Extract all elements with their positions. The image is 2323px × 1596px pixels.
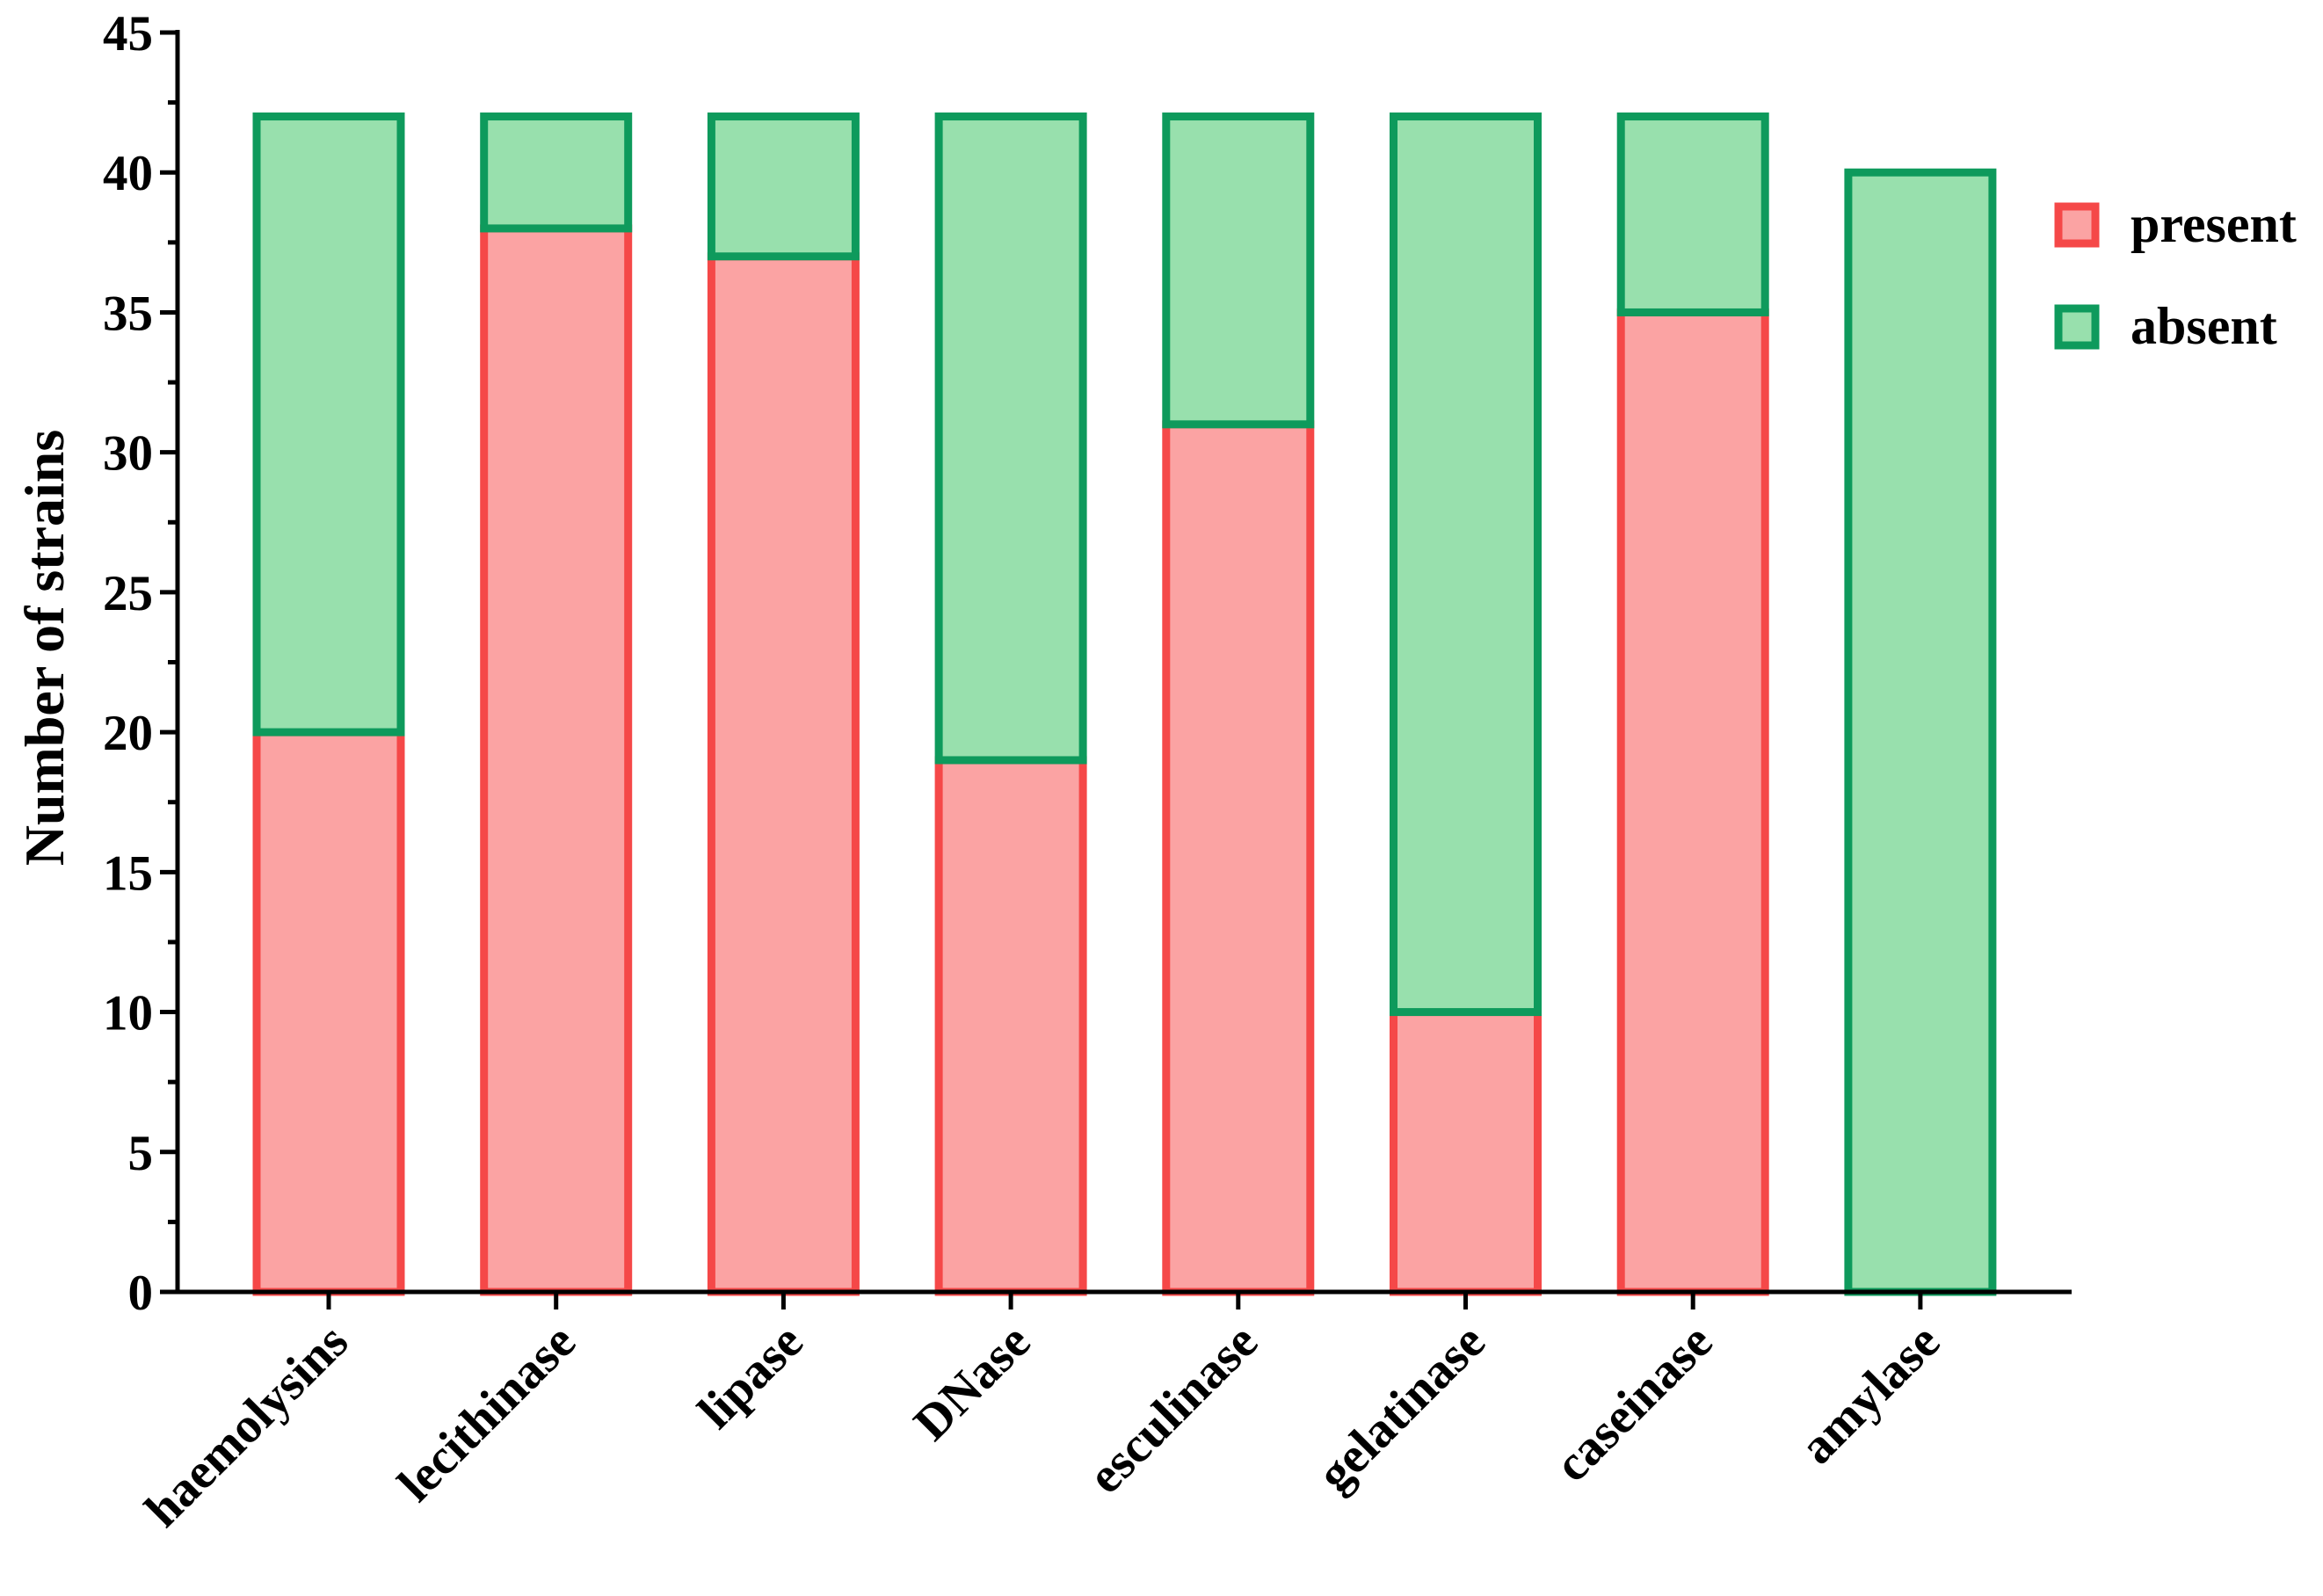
bar-present-haemolysins bbox=[252, 728, 405, 1296]
legend: present absent bbox=[2054, 195, 2297, 355]
bar-absent-lecithinase bbox=[480, 112, 633, 233]
x-tick-label: haemolysins bbox=[134, 1314, 359, 1538]
bar-absent-lipase bbox=[707, 112, 860, 261]
legend-swatch-absent bbox=[2054, 304, 2100, 350]
legend-label-absent: absent bbox=[2131, 297, 2277, 355]
y-tick-label: 35 bbox=[103, 286, 153, 341]
bar-present-lecithinase bbox=[480, 224, 633, 1296]
y-tick-label: 45 bbox=[103, 6, 153, 62]
x-tick-label: caseinase bbox=[1544, 1314, 1724, 1493]
x-tick-label: gelatinase bbox=[1307, 1314, 1496, 1503]
bar-present-esculinase bbox=[1162, 420, 1315, 1296]
y-tick-label: 40 bbox=[103, 146, 153, 201]
bar-absent-haemolysins bbox=[252, 112, 405, 736]
y-axis-label: Number of strains bbox=[13, 430, 76, 867]
y-tick-label: 25 bbox=[103, 566, 153, 621]
bar-absent-caseinase bbox=[1616, 112, 1769, 316]
bar-present-caseinase bbox=[1616, 308, 1769, 1296]
y-tick-label: 0 bbox=[128, 1266, 154, 1321]
bar-present-lipase bbox=[707, 252, 860, 1296]
bar-absent-gelatinase bbox=[1390, 112, 1542, 1017]
y-tick-label: 20 bbox=[103, 706, 153, 761]
x-tick-label: lipase bbox=[688, 1314, 814, 1440]
x-tick-label: amylase bbox=[1789, 1314, 1950, 1475]
x-tick-label: esculinase bbox=[1078, 1314, 1268, 1505]
bars-group bbox=[252, 112, 1997, 1296]
legend-label-present: present bbox=[2131, 195, 2297, 253]
x-tick-label: lecithinase bbox=[388, 1314, 586, 1513]
bar-absent-esculinase bbox=[1162, 112, 1315, 429]
y-tick-label: 30 bbox=[103, 426, 153, 482]
y-tick-label: 15 bbox=[103, 845, 153, 901]
bar-present-gelatinase bbox=[1390, 1008, 1542, 1296]
y-tick-label: 5 bbox=[128, 1126, 154, 1181]
x-tick-label: DNase bbox=[904, 1314, 1041, 1451]
bar-present-DNase bbox=[934, 756, 1087, 1296]
legend-swatch-present bbox=[2054, 202, 2100, 248]
bar-absent-DNase bbox=[934, 112, 1087, 765]
bar-absent-amylase bbox=[1844, 168, 1997, 1296]
y-tick-label: 10 bbox=[103, 986, 153, 1041]
